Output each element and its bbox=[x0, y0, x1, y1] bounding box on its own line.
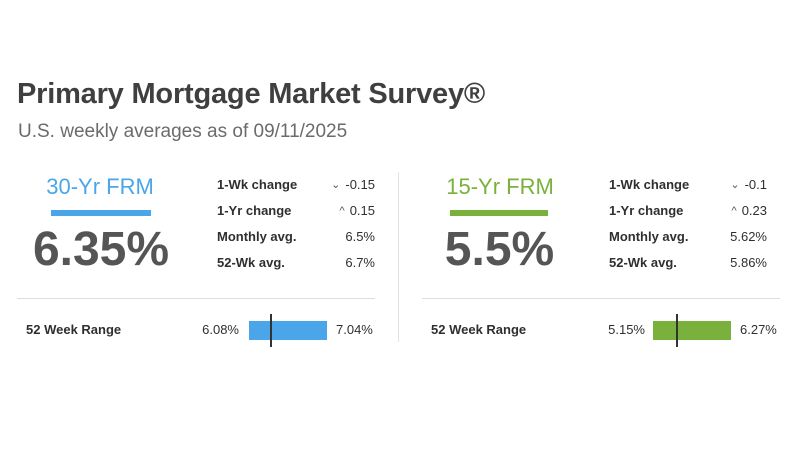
stat-value: 6.5% bbox=[345, 229, 375, 244]
frm30-label: 30-Yr FRM bbox=[46, 174, 154, 199]
frm30-stat-row-wk-change: 1-Wk change ⌄ -0.15 bbox=[217, 177, 375, 203]
stat-value: ⌄ -0.15 bbox=[331, 177, 375, 192]
stat-label: Monthly avg. bbox=[217, 229, 297, 244]
page-title: Primary Mortgage Market Survey® bbox=[17, 78, 486, 110]
stat-label: 52-Wk avg. bbox=[609, 255, 677, 270]
frm15-range-bar bbox=[653, 314, 731, 347]
stat-value: 5.62% bbox=[730, 229, 767, 244]
chevron-up-icon: ^ bbox=[731, 205, 737, 217]
stat-label: 1-Yr change bbox=[609, 203, 684, 218]
frm15-range-current-marker bbox=[676, 314, 679, 347]
frm30-panel: 30-Yr FRM 6.35% 1-Wk change ⌄ -0.15 1-Yr … bbox=[17, 170, 375, 350]
frm15-underline bbox=[450, 210, 548, 216]
page-subtitle: U.S. weekly averages as of 09/11/2025 bbox=[18, 121, 348, 142]
frm15-panel: 15-Yr FRM 5.5% 1-Wk change ⌄ -0.1 1-Yr ch… bbox=[422, 170, 780, 350]
frm15-stat-row-yr-change: 1-Yr change ^ 0.23 bbox=[609, 203, 767, 229]
frm15-range-min: 5.15% bbox=[608, 322, 645, 337]
stat-value: 6.7% bbox=[345, 255, 375, 270]
chevron-up-icon: ^ bbox=[339, 205, 345, 217]
stat-label: 1-Wk change bbox=[217, 177, 298, 192]
frm30-divider bbox=[17, 298, 375, 299]
frm30-rate: 6.35% bbox=[32, 223, 170, 276]
stat-value: ⌄ -0.1 bbox=[730, 177, 767, 192]
frm30-range-current-marker bbox=[269, 314, 272, 347]
panel-divider bbox=[398, 172, 399, 342]
stat-label: 1-Wk change bbox=[609, 177, 690, 192]
frm30-underline bbox=[51, 210, 151, 216]
frm15-stats: 1-Wk change ⌄ -0.1 1-Yr change ^ 0.23 Mont… bbox=[609, 177, 767, 281]
stat-label: Monthly avg. bbox=[609, 229, 689, 244]
stat-value: ^ 0.23 bbox=[731, 203, 767, 218]
frm30-range-max: 7.04% bbox=[336, 322, 373, 337]
frm30-stats: 1-Wk change ⌄ -0.15 1-Yr change ^ 0.15 Mon… bbox=[217, 177, 375, 281]
frm15-stat-row-monthly-avg: Monthly avg. 5.62% bbox=[609, 229, 767, 255]
stat-value: 5.86% bbox=[730, 255, 767, 270]
frm30-stat-row-52wk-avg: 52-Wk avg. 6.7% bbox=[217, 255, 375, 281]
frm30-stat-row-yr-change: 1-Yr change ^ 0.15 bbox=[217, 203, 375, 229]
frm15-range-max: 6.27% bbox=[740, 322, 777, 337]
frm15-label: 15-Yr FRM bbox=[446, 174, 554, 199]
stat-value: ^ 0.15 bbox=[339, 203, 375, 218]
frm15-rate: 5.5% bbox=[444, 223, 555, 276]
frm15-range-label: 52 Week Range bbox=[431, 322, 527, 337]
frm15-stat-row-52wk-avg: 52-Wk avg. 5.86% bbox=[609, 255, 767, 281]
frm30-range-min: 6.08% bbox=[202, 322, 239, 337]
stat-label: 52-Wk avg. bbox=[217, 255, 285, 270]
frm15-stat-row-wk-change: 1-Wk change ⌄ -0.1 bbox=[609, 177, 767, 203]
frm30-range-bar bbox=[249, 314, 327, 347]
frm30-stat-row-monthly-avg: Monthly avg. 6.5% bbox=[217, 229, 375, 255]
chevron-down-icon: ⌄ bbox=[331, 179, 341, 191]
chevron-down-icon: ⌄ bbox=[730, 179, 740, 191]
stat-label: 1-Yr change bbox=[217, 203, 292, 218]
frm15-divider bbox=[422, 298, 780, 299]
frm30-range-label: 52 Week Range bbox=[26, 322, 122, 337]
